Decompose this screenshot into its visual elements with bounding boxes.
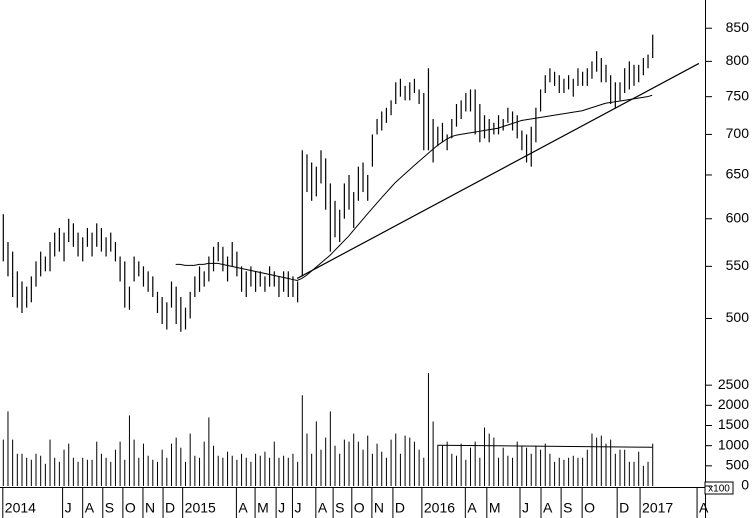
- x-tick-label: O: [125, 500, 136, 516]
- x-tick-label: A: [238, 500, 248, 516]
- x-tick-label: 2015: [185, 500, 216, 516]
- x-tick-label: A: [467, 500, 477, 516]
- moving-average: [175, 94, 653, 281]
- x-tick-label: O: [354, 500, 365, 516]
- x-tick-label: 2016: [424, 500, 455, 516]
- x-tick-label: S: [563, 500, 572, 516]
- x-tick-label: A: [543, 500, 553, 516]
- y-tick-label: 550: [726, 257, 750, 273]
- x-tick-label: J: [278, 500, 285, 516]
- y-tick-label: 500: [726, 457, 750, 473]
- x-tick-label: A: [318, 500, 328, 516]
- volume-average: [437, 444, 653, 448]
- x-tick-label: 2014: [5, 500, 36, 516]
- x-tick-label: S: [335, 500, 344, 516]
- x-tick-label: N: [374, 500, 384, 516]
- x-tick-label: N: [145, 500, 155, 516]
- y-tick-label: 800: [726, 52, 750, 68]
- x-tick-label: 2017: [642, 500, 673, 516]
- x-tick-label: D: [395, 500, 405, 516]
- x-tick-label: J: [294, 500, 301, 516]
- y-tick-label: 2000: [718, 396, 749, 412]
- y-tick-label: 750: [726, 87, 750, 103]
- y-tick-label: 850: [726, 19, 750, 35]
- y-tick-label: 650: [726, 166, 750, 182]
- x-tick-label: O: [584, 500, 595, 516]
- y-tick-label: 1000: [718, 436, 749, 452]
- x-tick-label: D: [619, 500, 629, 516]
- x-tick-label: A: [85, 500, 95, 516]
- y-tick-label: 700: [726, 125, 750, 141]
- x-tick-label: M: [489, 500, 501, 516]
- unit-box: [704, 481, 734, 495]
- x-tick-label: D: [165, 500, 175, 516]
- y-tick-label: 1500: [718, 416, 749, 432]
- y-tick-label: 500: [726, 309, 750, 325]
- x-tick-label: A: [699, 500, 709, 516]
- x-tick-label: M: [257, 500, 269, 516]
- x-tick-label: J: [65, 500, 72, 516]
- y-tick-label: 2500: [718, 376, 749, 392]
- x-tick-label: J: [522, 500, 529, 516]
- x-tick-label: S: [105, 500, 114, 516]
- volume-unit: x100: [708, 484, 730, 495]
- y-tick-label: 600: [726, 209, 750, 225]
- trendline: [296, 62, 700, 279]
- y-tick-label: 0: [741, 477, 749, 493]
